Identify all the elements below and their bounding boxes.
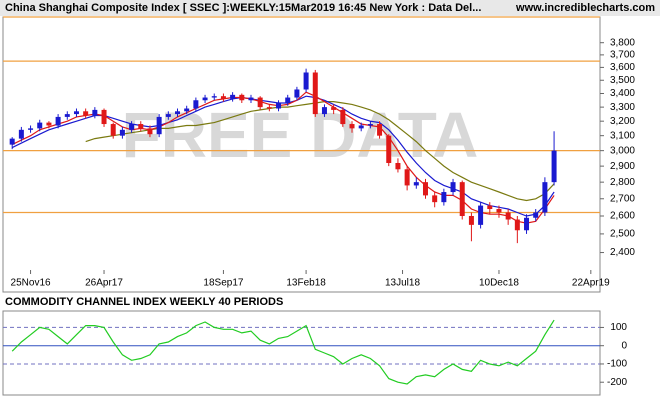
y-tick-label: 2,900 <box>610 161 635 172</box>
y-tick-label: 3,300 <box>610 102 635 113</box>
y-tick-label: 3,600 <box>610 62 635 73</box>
candle-body <box>220 96 226 99</box>
candle-body <box>505 212 511 220</box>
y-tick-label: 3,800 <box>610 37 635 48</box>
candle-body <box>165 114 171 117</box>
candle-body <box>349 124 355 129</box>
candle-body <box>138 124 144 129</box>
candle-body <box>92 109 98 116</box>
x-tick-label: 22Apr19 <box>572 278 610 289</box>
candle-body <box>551 150 557 183</box>
candle-body <box>83 111 89 116</box>
y-tick-label: 3,400 <box>610 88 635 99</box>
y-tick-label: -200 <box>607 377 627 388</box>
candle-body <box>147 128 153 135</box>
candle-body <box>285 97 291 103</box>
candle-body <box>239 94 245 101</box>
candle-body <box>211 96 217 98</box>
candle-body <box>193 100 199 109</box>
candle-body <box>478 205 484 225</box>
candle-body <box>156 116 162 135</box>
candle-body <box>422 182 428 196</box>
candle-body <box>266 107 272 109</box>
candle-body <box>55 116 61 126</box>
y-tick-label: 2,700 <box>610 193 635 204</box>
x-tick-label: 25Nov16 <box>11 278 51 289</box>
candle-body <box>404 169 410 186</box>
candle-body <box>46 122 52 126</box>
y-tick-label: 3,200 <box>610 116 635 127</box>
candle-body <box>9 138 15 145</box>
y-tick-label: 3,700 <box>610 50 635 61</box>
candle-body <box>312 72 318 115</box>
candle-body <box>395 162 401 170</box>
candle-body <box>248 97 254 101</box>
y-tick-label: 2,800 <box>610 177 635 188</box>
candle-body <box>514 219 520 231</box>
candle-body <box>340 109 346 125</box>
candle-body <box>73 111 79 115</box>
moving-average <box>85 100 555 202</box>
candle-body <box>321 107 327 115</box>
x-tick-label: 18Sep17 <box>203 278 243 289</box>
candle-body <box>101 109 107 125</box>
candle-body <box>294 89 300 98</box>
candle-body <box>441 192 447 203</box>
candle-body <box>459 182 465 216</box>
x-tick-label: 13Feb18 <box>286 278 326 289</box>
y-tick-label: 0 <box>621 340 627 351</box>
candle-body <box>533 212 539 218</box>
candle-body <box>110 124 116 136</box>
candle-body <box>119 129 125 136</box>
candle-body <box>386 135 392 163</box>
cci-line <box>11 319 555 385</box>
candle-body <box>184 108 190 112</box>
x-tick-label: 10Dec18 <box>479 278 519 289</box>
y-tick-label: -100 <box>607 359 627 370</box>
header-bar <box>0 0 660 16</box>
candle-body <box>64 114 70 117</box>
candle-body <box>367 124 373 126</box>
indicator-title: COMMODITY CHANNEL INDEX WEEKLY 40 PERIOD… <box>5 296 283 308</box>
candle-body <box>18 129 24 139</box>
y-tick-label: 3,500 <box>610 75 635 86</box>
candle-body <box>413 182 419 186</box>
candle-body <box>276 102 282 109</box>
y-tick-label: 2,400 <box>610 247 635 258</box>
candle-body <box>175 111 181 115</box>
watermark: FREE DATA <box>122 99 479 171</box>
source: www.incrediblecharts.com <box>515 2 655 14</box>
candle-body <box>542 182 548 213</box>
chart-title: China Shanghai Composite Index [ SSEC ]:… <box>5 2 481 14</box>
candle-body <box>524 217 530 231</box>
candle-body <box>230 94 236 99</box>
candle-body <box>450 182 456 193</box>
candle-body <box>37 122 43 129</box>
candle-body <box>331 107 337 110</box>
candle-body <box>487 205 493 210</box>
x-tick-label: 13Jul18 <box>385 278 420 289</box>
y-tick-label: 100 <box>610 322 627 333</box>
candle-body <box>129 124 135 130</box>
x-tick-label: 26Apr17 <box>85 278 123 289</box>
y-tick-label: 2,600 <box>610 211 635 222</box>
candle-body <box>257 97 263 108</box>
y-tick-label: 3,100 <box>610 130 635 141</box>
y-tick-label: 2,500 <box>610 229 635 240</box>
candle-body <box>28 128 34 130</box>
candle-body <box>377 124 383 136</box>
candle-body <box>496 209 502 213</box>
candle-body <box>202 97 208 101</box>
y-tick-label: 3,000 <box>610 145 635 156</box>
candle-body <box>303 72 309 90</box>
candle-body <box>358 125 364 129</box>
candle-body <box>432 195 438 203</box>
candle-body <box>468 215 474 225</box>
indicator-panel <box>2 310 601 396</box>
